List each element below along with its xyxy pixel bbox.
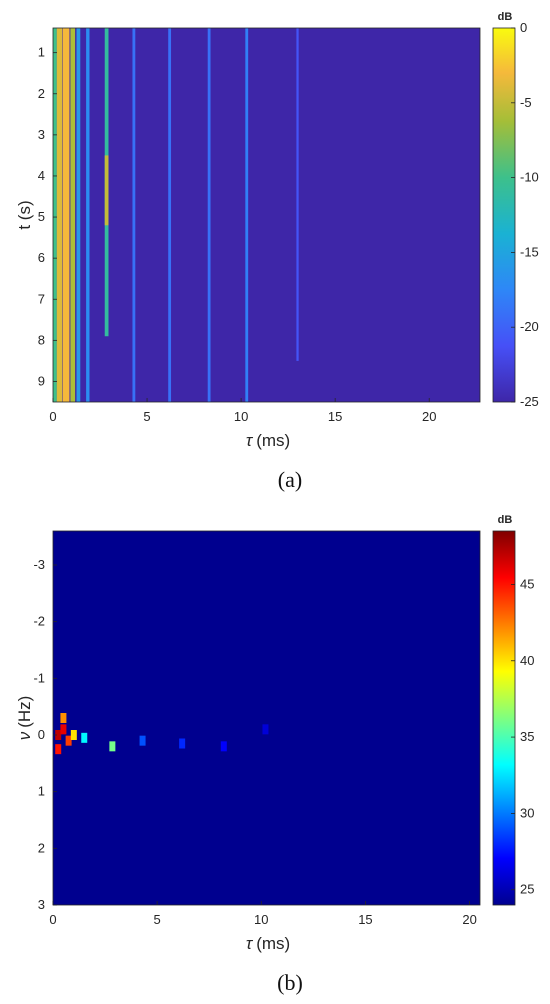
panel-a-delay-component-2 bbox=[62, 28, 70, 402]
panel-b-scatter-component-11 bbox=[262, 724, 269, 735]
panel-a-marks bbox=[53, 28, 299, 402]
panel-b-scatter-component-8 bbox=[139, 735, 146, 746]
panel-b-colorbar-tick-label: 40 bbox=[520, 653, 534, 668]
panel-b-colorbar-unit: dB bbox=[498, 514, 513, 526]
panel-a-x-ticks: 0 5 10 15 20 bbox=[49, 398, 436, 424]
panel-a-hotspot-0 bbox=[104, 155, 109, 226]
panel-b-colorbar-tick-label: 30 bbox=[520, 805, 534, 820]
panel-b-y-tick-label: 0 bbox=[38, 727, 45, 742]
panel-b-x-ticks: 0 5 10 15 20 bbox=[49, 901, 477, 927]
panel-b-colorbar-ticks: 45 40 35 30 25 bbox=[511, 576, 534, 897]
panel-a-delay-component-4 bbox=[76, 28, 81, 402]
panel-b-scatter-component-4 bbox=[60, 713, 67, 723]
panel-b-scatter-component-2 bbox=[65, 735, 72, 746]
panel-a-x-tick-label: 0 bbox=[49, 409, 56, 424]
panel-b-scatter-component-10 bbox=[220, 741, 227, 752]
panel-b-scatter-component-5 bbox=[70, 730, 77, 740]
panel-b-x-tick-label: 10 bbox=[254, 912, 268, 927]
panel-b-colorbar bbox=[492, 530, 516, 906]
panel-a-plot-area bbox=[53, 28, 480, 402]
panel-a-colorbar-unit: dB bbox=[498, 11, 513, 23]
panel-a-colorbar bbox=[492, 27, 516, 403]
panel-a-y-tick-label: 6 bbox=[38, 250, 45, 265]
panel-b-colorbar-tick-label: 25 bbox=[520, 882, 534, 897]
panel-b-y-label: ν(Hz) bbox=[15, 696, 34, 741]
panel-b-scatter-component-6 bbox=[81, 732, 88, 743]
panel-a-y-tick-label: 5 bbox=[38, 209, 45, 224]
panel-a-y-tick-label: 8 bbox=[38, 332, 45, 347]
panel-a-y-tick-label: 1 bbox=[38, 45, 45, 60]
panel-a-x-label: τ (ms) bbox=[246, 431, 290, 450]
panel-a-colorbar-tick-label: 0 bbox=[520, 20, 527, 35]
panel-a-y-label: t (s) bbox=[15, 200, 34, 229]
panel-b-x-tick-label: 5 bbox=[154, 912, 161, 927]
panel-a-delay-component-8 bbox=[168, 28, 172, 402]
panel-b-y-tick-label: -2 bbox=[33, 614, 45, 629]
panel-a-delay-component-1 bbox=[56, 28, 63, 402]
panel-b-x-tick-label: 20 bbox=[462, 912, 476, 927]
panel-b-x-label: τ (ms) bbox=[246, 934, 290, 953]
panel-a-delay-component-9 bbox=[207, 28, 211, 402]
panel-a-y-tick-label: 3 bbox=[38, 127, 45, 142]
panel-a-delay-component-0 bbox=[53, 28, 57, 402]
panel-a-x-tick-label: 5 bbox=[143, 409, 150, 424]
panel-b-scatter-component-1 bbox=[60, 724, 67, 735]
panel-b: -3 -2 -1 0 1 2 3 0 5 10 15 20 ν(Hz) τ (ms) (b) dB 4… bbox=[15, 514, 534, 995]
panel-a-x-tick-label: 15 bbox=[328, 409, 342, 424]
panel-a-colorbar-tick-label: -10 bbox=[520, 170, 539, 185]
panel-a-delay-component-7 bbox=[132, 28, 136, 402]
panel-b-plot-area bbox=[53, 531, 480, 905]
panel-a-delay-component-11 bbox=[296, 28, 299, 361]
panel-a-delay-component-10 bbox=[245, 28, 249, 402]
panel-a-delay-component-5 bbox=[86, 28, 90, 402]
panel-b-colorbar-tick-label: 45 bbox=[520, 576, 534, 591]
panel-b-scatter-component-0 bbox=[55, 730, 62, 740]
panel-a-y-tick-label: 4 bbox=[38, 168, 45, 183]
panel-b-y-tick-label: -1 bbox=[33, 670, 45, 685]
panel-b-y-ticks: -3 -2 -1 0 1 2 3 bbox=[33, 557, 57, 912]
panel-a-y-ticks: 1 2 3 4 5 6 7 8 9 bbox=[38, 45, 57, 388]
panel-a-x-tick-label: 10 bbox=[234, 409, 248, 424]
panel-a-y-tick-label: 9 bbox=[38, 373, 45, 388]
panel-b-y-tick-label: -3 bbox=[33, 557, 45, 572]
panel-a: 1 2 3 4 5 6 7 8 9 0 5 10 15 20 t (s) τ (ms) (a) dB 0 -… bbox=[15, 11, 539, 492]
panel-a-y-tick-label: 7 bbox=[38, 291, 45, 306]
panel-b-scatter-component-9 bbox=[179, 738, 186, 749]
panel-a-caption: (a) bbox=[278, 467, 302, 492]
panel-a-y-tick-label: 2 bbox=[38, 86, 45, 101]
panel-a-frame bbox=[52, 27, 481, 403]
panel-b-x-tick-label: 0 bbox=[49, 912, 56, 927]
panel-b-x-tick-label: 15 bbox=[358, 912, 372, 927]
panel-a-delay-component-3 bbox=[70, 28, 76, 402]
panel-b-y-tick-label: 1 bbox=[38, 784, 45, 799]
panel-a-colorbar-tick-label: -20 bbox=[520, 319, 539, 334]
panel-a-colorbar-tick-label: -25 bbox=[520, 394, 539, 409]
panel-b-marks bbox=[55, 713, 269, 755]
panel-b-frame bbox=[52, 530, 481, 906]
panel-a-colorbar-ticks: 0 -5 -10 -15 -20 -25 bbox=[511, 20, 539, 409]
panel-b-y-tick-label: 3 bbox=[38, 897, 45, 912]
panel-b-scatter-component-7 bbox=[109, 741, 116, 752]
panel-b-colorbar-tick-label: 35 bbox=[520, 729, 534, 744]
panel-b-scatter-component-3 bbox=[55, 744, 62, 755]
panel-b-y-tick-label: 2 bbox=[38, 840, 45, 855]
panel-b-caption: (b) bbox=[277, 970, 303, 995]
panel-a-colorbar-tick-label: -15 bbox=[520, 244, 539, 259]
panel-a-x-tick-label: 20 bbox=[422, 409, 436, 424]
panel-a-colorbar-tick-label: -5 bbox=[520, 95, 532, 110]
